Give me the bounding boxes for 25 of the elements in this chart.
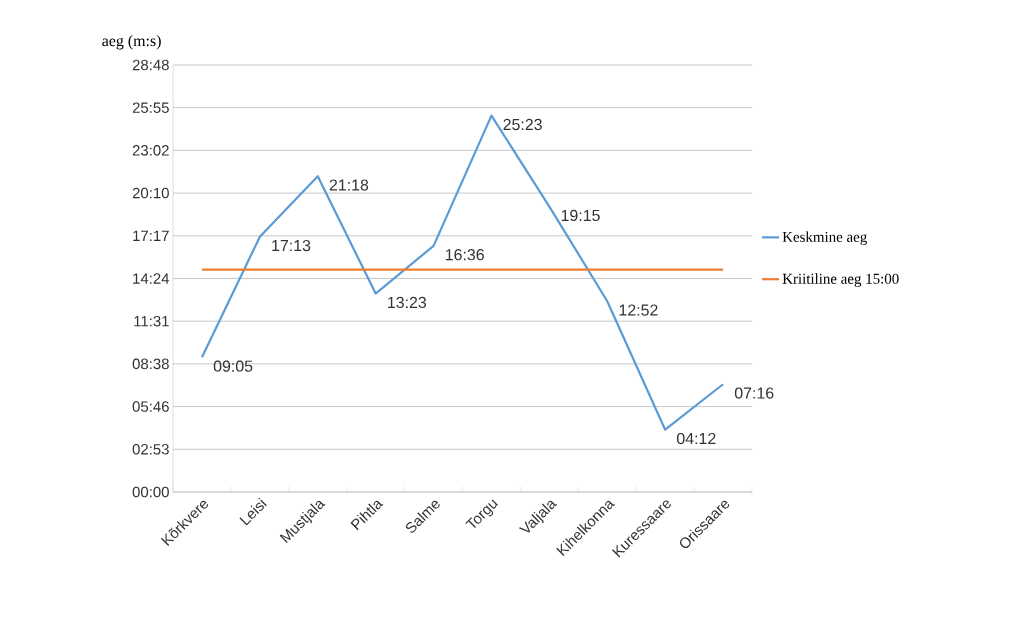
y-tick-label: 05:46	[132, 401, 169, 412]
data-label: 09:05	[213, 360, 253, 372]
data-label: 17:13	[272, 239, 311, 252]
data-label: 04:12	[676, 432, 716, 445]
y-tick-label: 23:02	[132, 145, 169, 156]
y-tick-label: 28:48	[132, 59, 169, 71]
data-label: 21:18	[329, 179, 369, 191]
data-label: 13:23	[388, 296, 427, 309]
y-tick-label: 00:00	[132, 486, 169, 498]
y-tick-label: 14:24	[133, 273, 170, 284]
y-tick-label: 08:38	[132, 358, 169, 370]
y-tick-label: 11:31	[134, 315, 169, 327]
data-label: 12:52	[619, 304, 658, 316]
legend-label: Keskmine aeg	[782, 231, 867, 246]
data-label: 07:16	[734, 387, 774, 399]
line-series	[200, 114, 725, 431]
data-label: 19:15	[561, 209, 600, 222]
y-axis-title: aeg (m:s)	[102, 34, 161, 50]
y-tick-label: 20:10	[132, 187, 169, 199]
y-tick-label: 17:17	[133, 230, 169, 241]
data-label: 25:23	[503, 118, 542, 131]
y-tick-label: 02:53	[132, 443, 169, 455]
data-label: 16:36	[445, 249, 484, 261]
y-tick-label: 25:55	[132, 102, 169, 113]
legend-label: Kriitiline aeg 15:00	[782, 273, 899, 287]
